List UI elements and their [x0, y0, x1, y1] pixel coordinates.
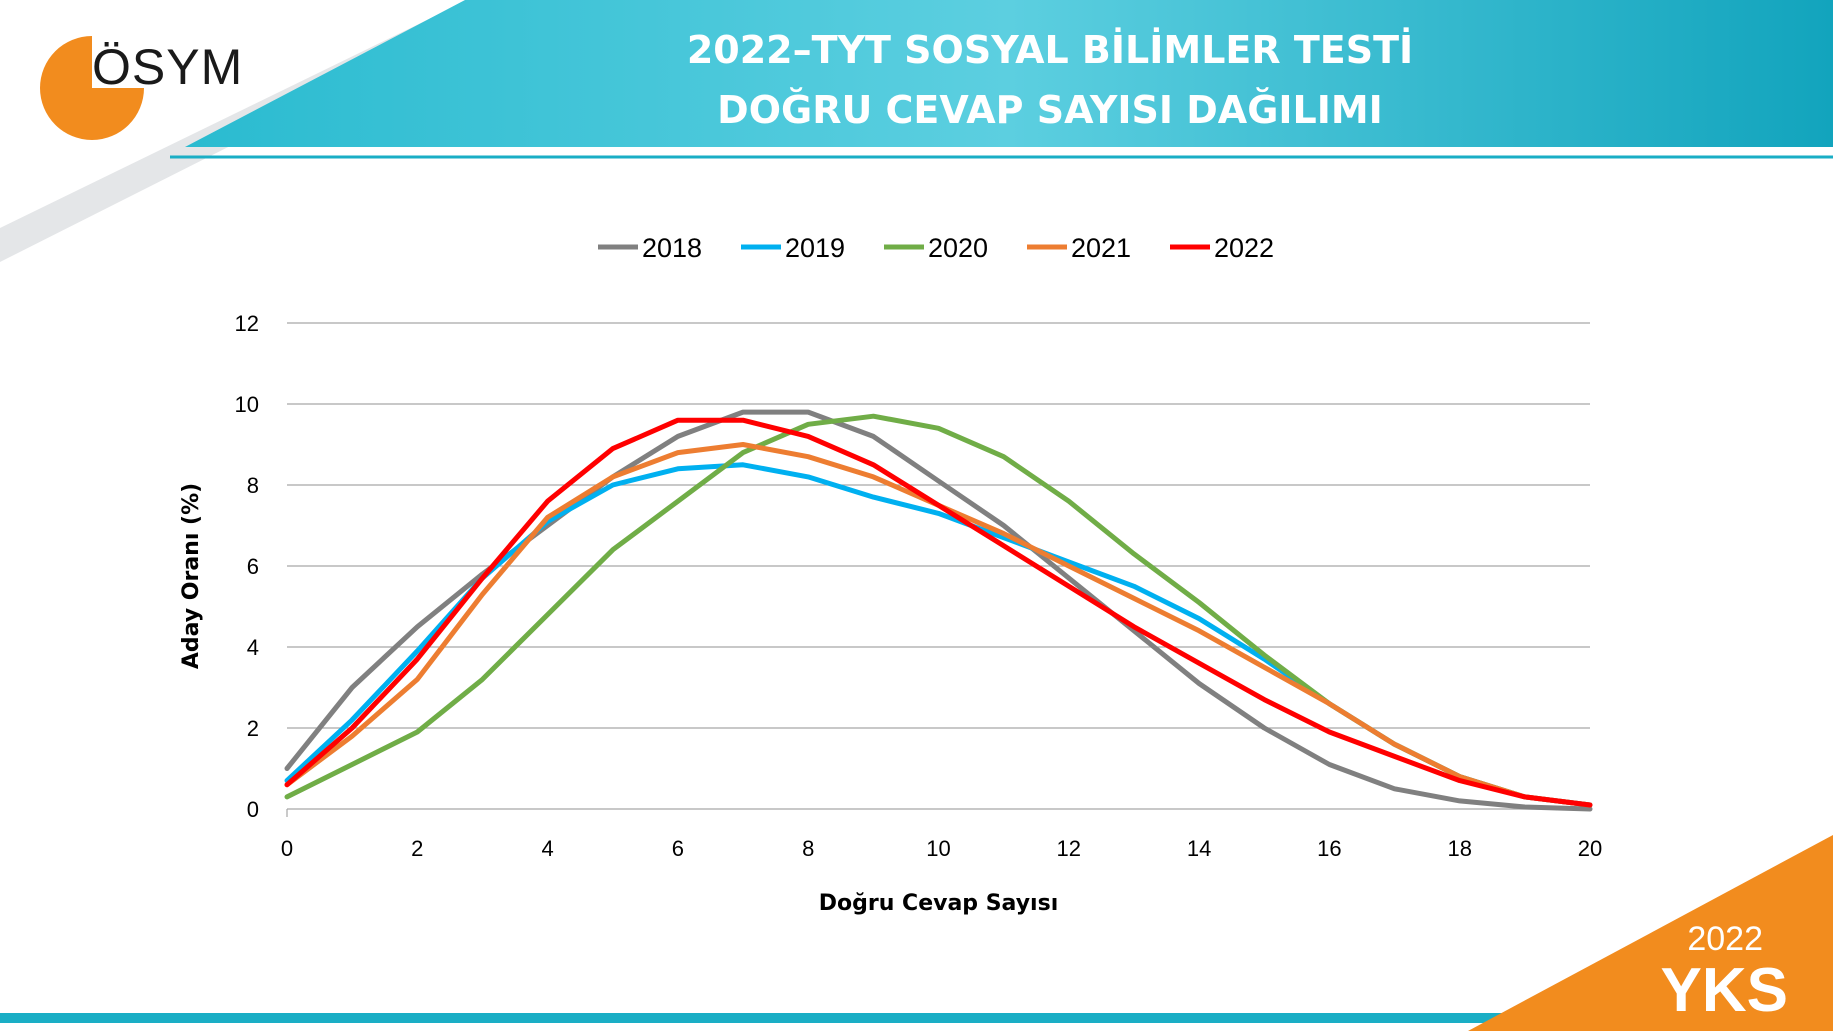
- x-tick-label: 12: [1057, 836, 1081, 861]
- page-title-line1: 2022–TYT SOSYAL BİLİMLER TESTİ: [686, 28, 1414, 72]
- yks-corner-triangle: [1468, 835, 1833, 1031]
- osym-logo-cutout: [92, 36, 144, 88]
- legend-label-2018: 2018: [642, 233, 702, 263]
- series-line-2021: [284, 442, 1593, 808]
- chart-legend: 2018 2019 2020 2021 2022: [598, 233, 1274, 263]
- x-axis-label: Doğru Cevap Sayısı: [819, 891, 1059, 916]
- y-tick-label: 4: [247, 635, 259, 660]
- chart-series: [284, 409, 1593, 812]
- x-tick-label: 18: [1447, 836, 1471, 861]
- x-tick-label: 2: [411, 836, 423, 861]
- legend-label-2022: 2022: [1214, 233, 1274, 263]
- x-tick-label: 8: [802, 836, 814, 861]
- y-axis-label: Aday Oranı (%): [179, 483, 204, 669]
- series-line-2022: [284, 417, 1593, 808]
- legend-label-2019: 2019: [785, 233, 845, 263]
- series-line-2018: [284, 409, 1593, 812]
- x-tick-label: 16: [1317, 836, 1341, 861]
- legend-label-2020: 2020: [928, 233, 988, 263]
- y-tick-label: 0: [247, 797, 259, 822]
- header-band: [185, 0, 1833, 147]
- yks-year: 2022: [1687, 920, 1763, 958]
- y-tick-label: 2: [247, 716, 259, 741]
- x-axis-ticks: 0 2 4 6 8 10 12 14 16 18 20: [281, 836, 1602, 861]
- x-tick-label: 4: [541, 836, 553, 861]
- page-title-line2: DOĞRU CEVAP SAYISI DAĞILIMI: [717, 88, 1383, 132]
- osym-logo-text: ÖSYM: [92, 39, 244, 95]
- y-tick-label: 8: [247, 473, 259, 498]
- x-tick-label: 14: [1187, 836, 1211, 861]
- y-tick-label: 12: [235, 311, 259, 336]
- yks-label: YKS: [1660, 956, 1788, 1025]
- x-tick-label: 0: [281, 836, 293, 861]
- x-tick-label: 20: [1578, 836, 1602, 861]
- y-tick-label: 10: [235, 392, 259, 417]
- x-tick-label: 6: [672, 836, 684, 861]
- y-tick-label: 6: [247, 554, 259, 579]
- legend-label-2021: 2021: [1071, 233, 1131, 263]
- y-axis-ticks: 0 2 4 6 8 10 12: [235, 311, 259, 822]
- x-tick-label: 10: [926, 836, 950, 861]
- footer-band: [0, 1013, 1833, 1023]
